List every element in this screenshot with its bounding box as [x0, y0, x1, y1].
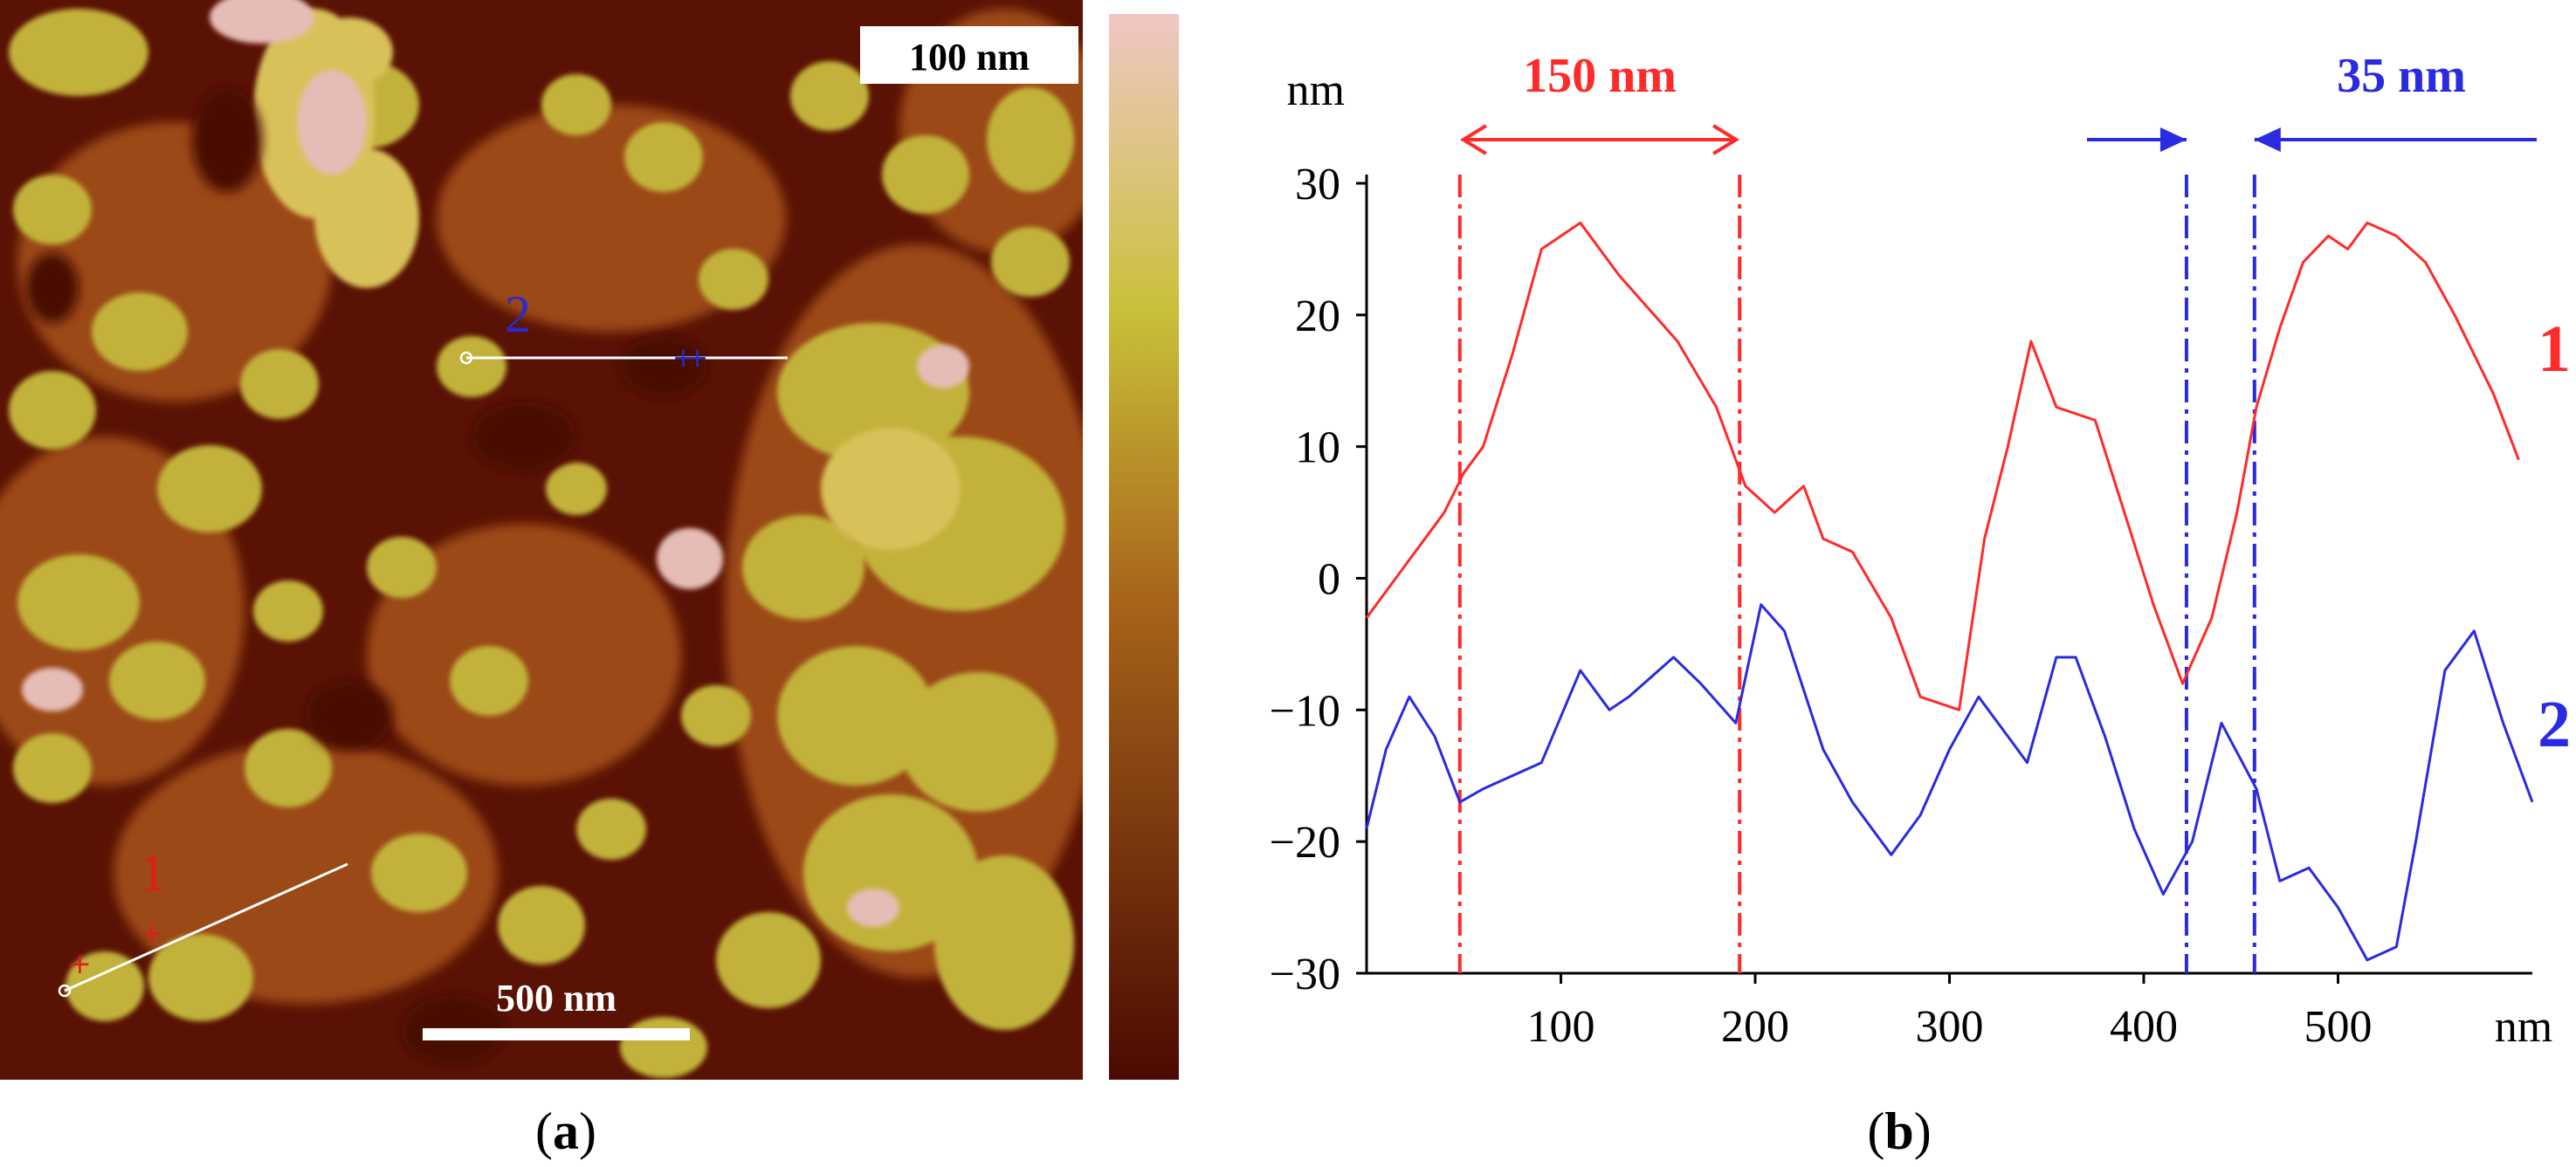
arrow-35nm-left-head	[2159, 127, 2187, 152]
profile-line-1-cross-1: +	[68, 947, 92, 980]
arrow-35nm-right-head	[2254, 127, 2281, 152]
profile-line-2-cross-2: +	[672, 343, 694, 374]
arrow-150nm-left-head	[1459, 124, 1487, 155]
y-axis-unit-label: nm	[1287, 65, 1345, 115]
y-tick-label: −30	[1270, 950, 1340, 999]
y-tick-label: −20	[1270, 818, 1340, 868]
y-tick-label: 20	[1295, 292, 1340, 341]
panel-a-afm-image: + + 2 + + 1 500 nm 100 nm (a)	[0, 0, 1179, 1167]
height-colorbar	[1109, 14, 1179, 1080]
x-axis-unit-label: nm	[2495, 1002, 2552, 1052]
y-tick-label: 30	[1295, 160, 1340, 209]
series-2-line	[1365, 603, 2534, 962]
x-tick-label: 200	[1721, 1002, 1789, 1052]
profile-line-1	[64, 862, 348, 992]
curve-2-label: 2	[2538, 688, 2571, 761]
arrow-150nm-right-head	[1712, 124, 1740, 155]
x-tick-label: 100	[1527, 1002, 1595, 1052]
afm-grains	[0, 0, 1083, 1078]
afm-topography-svg: + + 2 + + 1 500 nm 100 nm	[0, 0, 1179, 1080]
chart-guides	[1457, 124, 2537, 973]
profile-line-1-cross-2: +	[140, 916, 163, 950]
y-tick-label: 10	[1295, 423, 1340, 473]
x-tick-label: 400	[2110, 1002, 2178, 1052]
profile-line-2-start-marker	[459, 351, 473, 365]
profile-line-2-cross-1: +	[686, 343, 708, 374]
scale-bar	[423, 1028, 690, 1040]
y-tick-label: 0	[1318, 555, 1340, 605]
profile-line-2-label: 2	[505, 285, 531, 343]
colorbar-max-label: 100 nm	[909, 36, 1030, 79]
profile-line-1-label: 1	[140, 844, 166, 902]
panel-b-height-profiles: 30 20 10 0 −10 −20 −30 100 200 300 400 500 nm nm 150 …	[1214, 0, 2576, 1167]
caption-a: (a)	[535, 1102, 596, 1160]
chart-series	[1365, 221, 2534, 962]
colorbar-label-box	[860, 26, 1078, 84]
annotation-35nm: 35 nm	[2337, 49, 2466, 103]
y-tick-label: −10	[1270, 686, 1340, 736]
scale-bar-label: 500 nm	[496, 977, 616, 1019]
chart-labels: 150 nm 35 nm 1 2	[1523, 49, 2571, 761]
caption-b: (b)	[1867, 1102, 1932, 1160]
profile-line-1-start-marker	[58, 984, 72, 998]
x-tick-label: 300	[1916, 1002, 1984, 1052]
x-tick-label: 500	[2304, 1002, 2373, 1052]
afm-yellow-grains	[9, 9, 1074, 1078]
series-1-line	[1365, 221, 2520, 711]
afm-pink-tops	[22, 0, 969, 927]
annotation-150nm: 150 nm	[1523, 49, 1677, 103]
curve-1-label: 1	[2538, 312, 2571, 386]
